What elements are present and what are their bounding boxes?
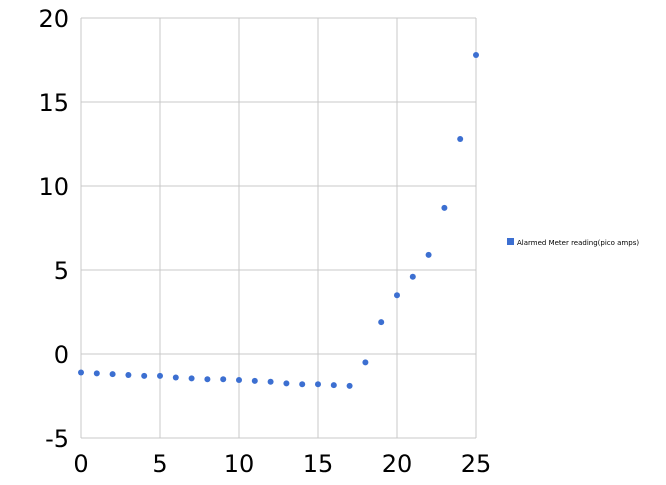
data-point — [157, 372, 163, 379]
data-point — [78, 369, 84, 376]
data-point — [362, 359, 369, 366]
x-tick-label: 0 — [73, 450, 88, 478]
y-axis-ticks: 20 15 10 5 0 -5 — [38, 5, 69, 453]
y-tick-label: 20 — [38, 5, 69, 33]
data-point — [299, 381, 306, 388]
data-points — [78, 51, 479, 389]
gridlines — [80, 17, 477, 439]
data-point — [172, 374, 179, 381]
data-point — [251, 377, 258, 384]
legend-label: Alarmed Meter reading(pico amps) — [517, 239, 639, 247]
data-point — [473, 51, 479, 58]
legend-swatch — [507, 238, 514, 245]
data-point — [93, 370, 100, 377]
x-tick-label: 20 — [382, 450, 413, 478]
data-point — [409, 273, 416, 280]
data-point — [425, 251, 432, 258]
data-point — [315, 381, 321, 388]
y-tick-label: 5 — [54, 257, 69, 285]
data-point — [378, 319, 385, 326]
x-tick-label: 25 — [461, 450, 492, 478]
data-point — [125, 372, 132, 378]
x-tick-label: 15 — [303, 450, 334, 478]
x-axis-ticks: 0 5 10 15 20 25 — [73, 450, 491, 478]
data-point — [188, 375, 195, 382]
data-point — [204, 376, 211, 383]
data-point — [283, 380, 290, 387]
y-tick-label: 0 — [54, 341, 69, 369]
x-tick-label: 5 — [152, 450, 167, 478]
data-point — [330, 382, 337, 389]
y-tick-label: -5 — [45, 425, 69, 453]
data-point — [109, 371, 116, 378]
data-point — [457, 135, 464, 142]
y-tick-label: 10 — [38, 173, 69, 201]
y-tick-label: 15 — [38, 89, 69, 117]
data-point — [267, 378, 274, 385]
data-point — [141, 372, 148, 379]
data-point — [441, 204, 448, 211]
data-point — [394, 292, 400, 299]
x-tick-label: 10 — [224, 450, 255, 478]
legend: Alarmed Meter reading(pico amps) — [507, 238, 639, 247]
data-point — [220, 376, 227, 383]
data-point — [346, 382, 353, 389]
data-point — [236, 377, 242, 384]
